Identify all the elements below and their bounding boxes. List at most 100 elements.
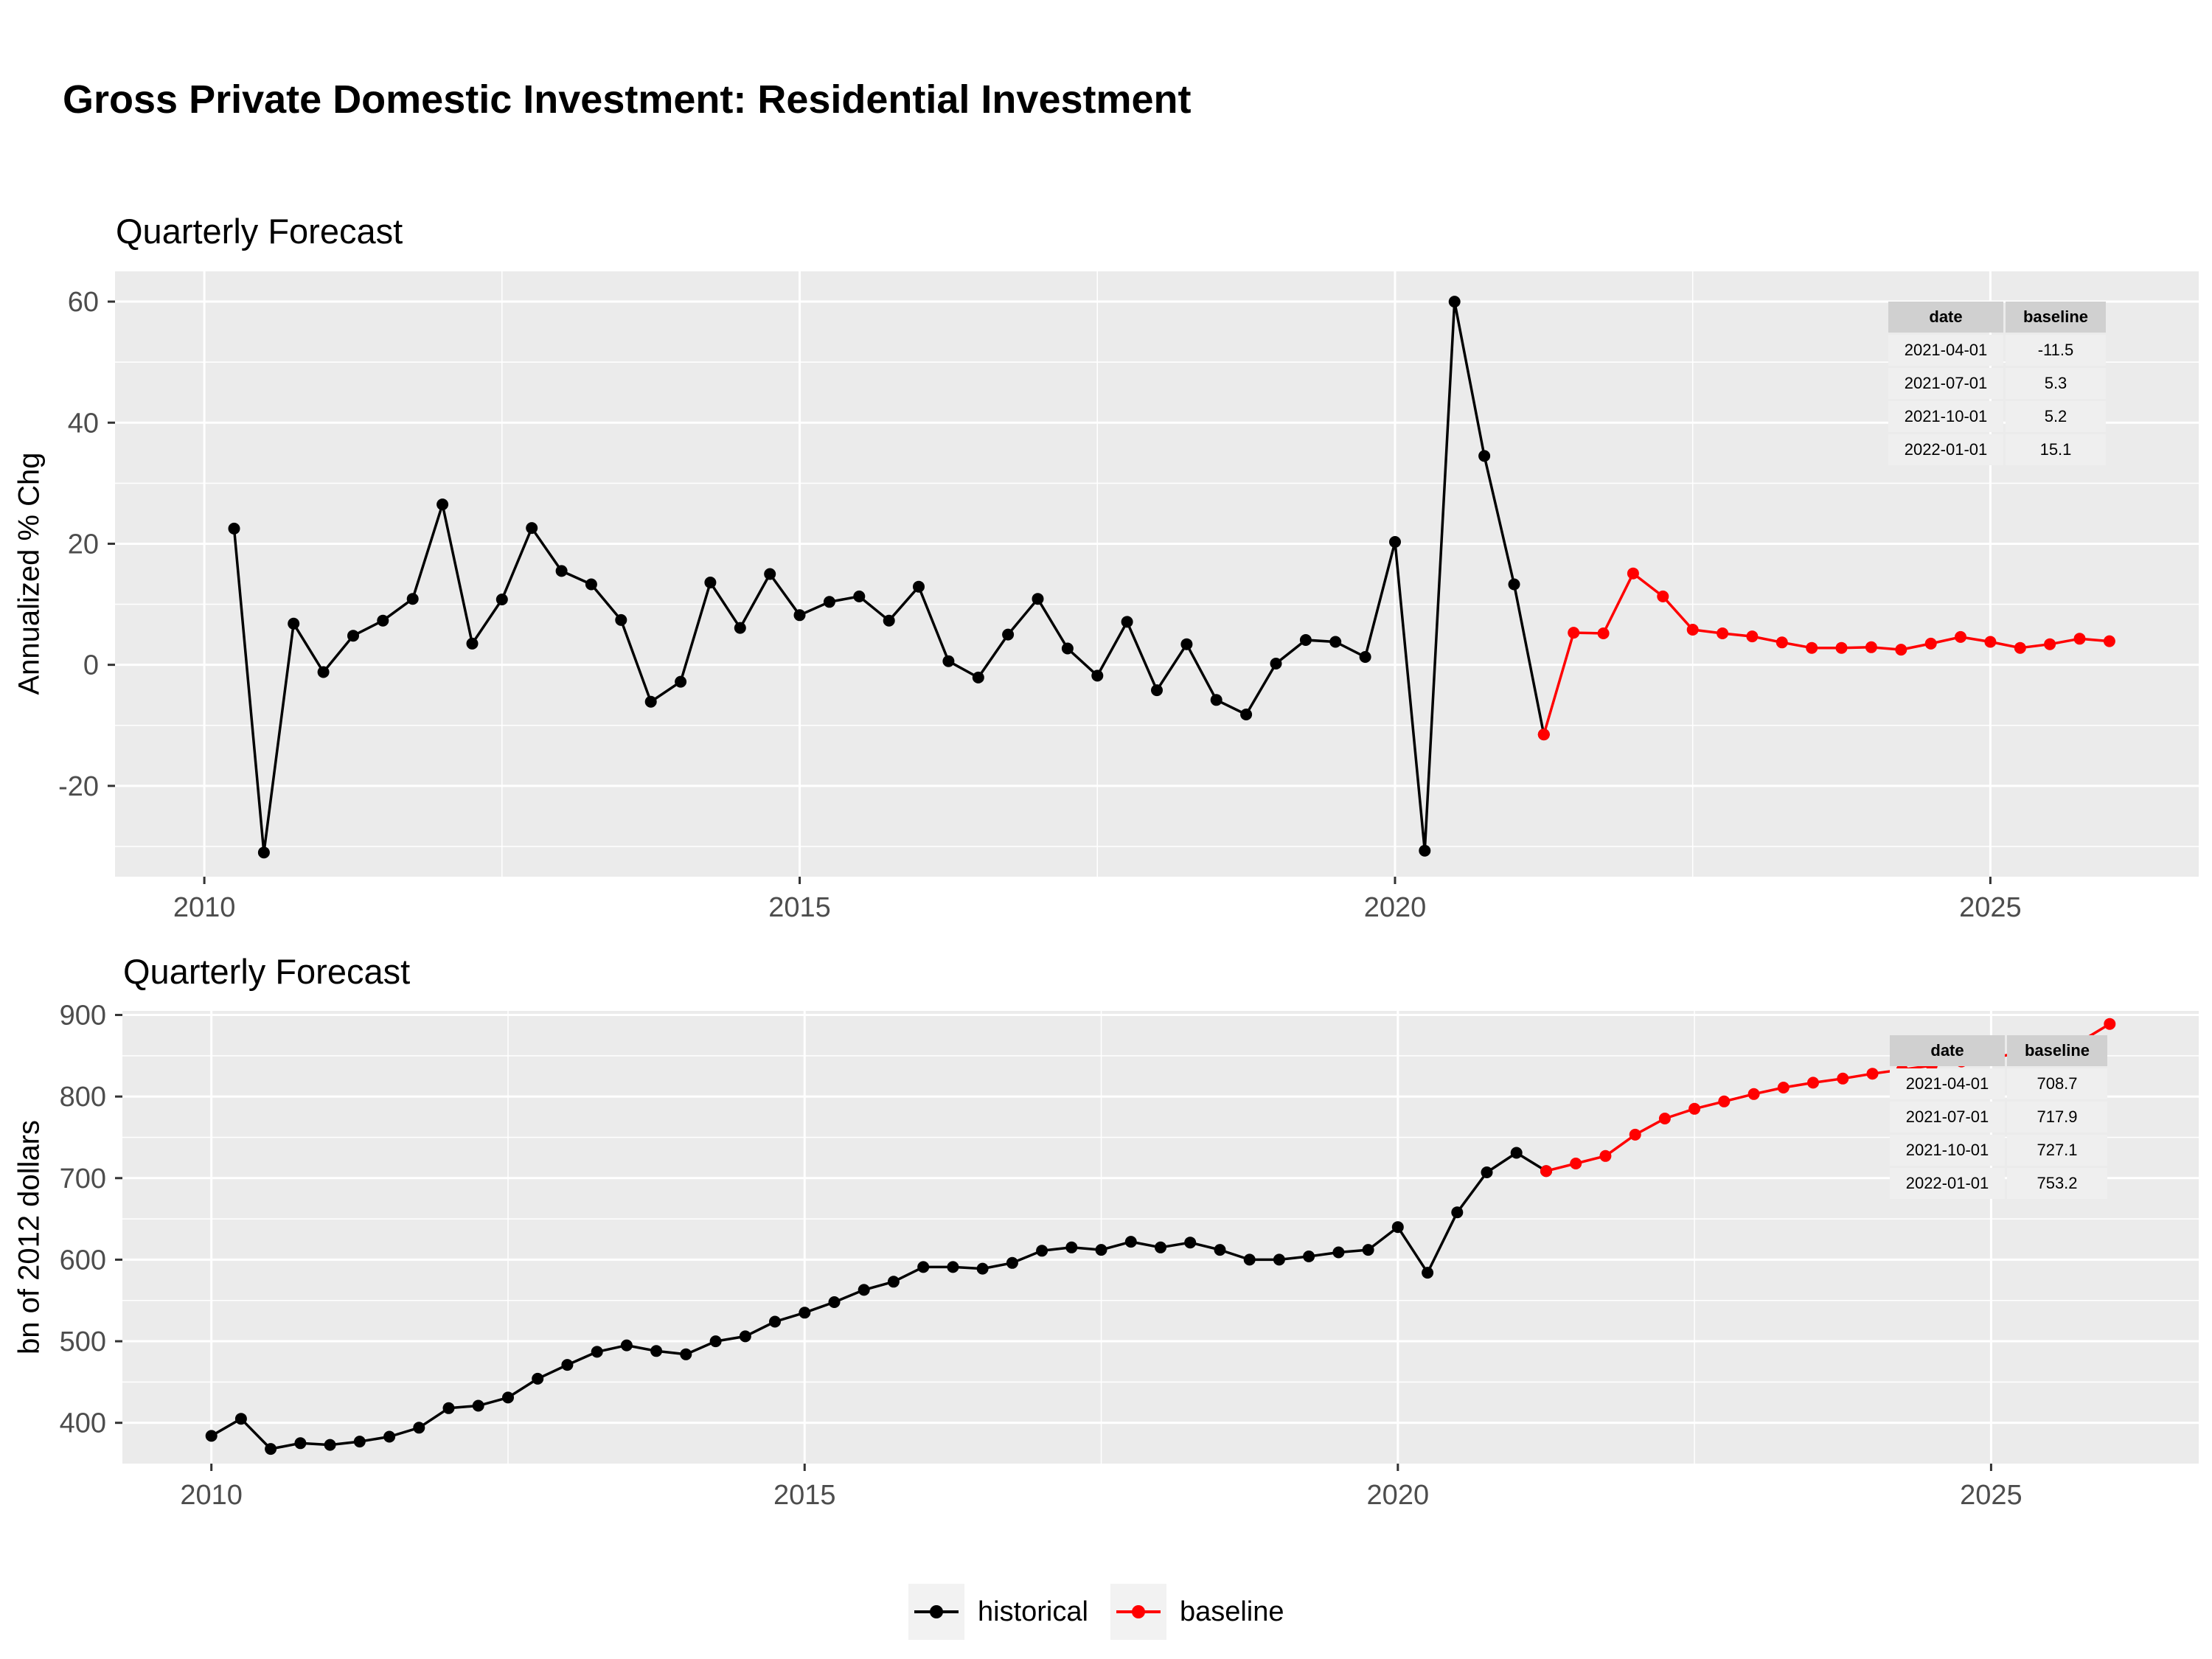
panel1-data-point-historical	[615, 613, 627, 626]
panel2-data-point-baseline	[1629, 1128, 1641, 1141]
panel1-y-axis-title: Annualized % Chg	[13, 452, 46, 695]
panel1-subtitle: Quarterly Forecast	[116, 212, 403, 251]
legend-item-historical: historical	[908, 1584, 1088, 1640]
panel1-data-point-historical	[347, 630, 359, 642]
panel1-data-point-historical	[793, 609, 806, 622]
panel1-data-point-historical	[734, 622, 746, 634]
legend-label-historical: historical	[978, 1596, 1088, 1627]
panel2-data-point-historical	[294, 1437, 307, 1450]
panel1-data-point-historical	[1002, 628, 1015, 641]
panel2-subtitle: Quarterly Forecast	[123, 952, 411, 991]
panel2-data-point-historical	[917, 1261, 930, 1273]
panel1-data-point-baseline	[1568, 627, 1580, 639]
panel2-data-point-historical	[709, 1335, 722, 1348]
table-cell: 2021-07-01	[1890, 1102, 2005, 1133]
table-cell: 2021-10-01	[1888, 401, 2003, 432]
panel1-data-point-historical	[972, 671, 984, 684]
panel2-data-point-historical	[324, 1439, 336, 1451]
panel1-data-point-historical	[823, 596, 835, 608]
panel2-data-point-historical	[769, 1315, 781, 1328]
panel2-data-point-baseline	[1570, 1158, 1582, 1169]
panel2-data-point-historical	[1422, 1267, 1434, 1279]
table-row: 2021-04-01 -11.5	[1888, 335, 2106, 366]
panel2-data-point-historical	[1184, 1237, 1197, 1249]
panel2-data-point-historical	[858, 1284, 870, 1296]
panel1-data-point-baseline	[1806, 641, 1818, 654]
panel1-data-point-historical	[764, 568, 776, 580]
panel1-data-point-historical	[585, 578, 597, 591]
panel1-x-tick-label: 2020	[1364, 892, 1427, 923]
panel1-data-point-historical	[495, 594, 508, 605]
panel2-data-point-baseline	[1837, 1072, 1849, 1085]
panel2-series-line-historical	[210, 1151, 1547, 1450]
panel2-y-tick-label: 500	[60, 1326, 106, 1357]
panel1-data-point-historical	[1151, 684, 1163, 697]
table-row: 2021-07-01 717.9	[1890, 1102, 2107, 1133]
table-header: baseline	[2007, 1035, 2107, 1066]
panel2-data-point-baseline	[1688, 1102, 1701, 1115]
panel2-data-point-historical	[1391, 1221, 1404, 1234]
panel1-data-point-historical	[675, 675, 687, 688]
panel1-data-point-historical	[377, 614, 389, 627]
panel2-data-point-historical	[1036, 1245, 1048, 1257]
panel2-data-point-historical	[976, 1262, 989, 1275]
panel1-data-point-baseline	[1924, 637, 1937, 650]
panel1-data-point-historical	[704, 577, 717, 588]
panel2-data-point-historical	[828, 1296, 841, 1308]
panel1-x-tick-label: 2010	[173, 892, 236, 923]
panel2-data-point-historical	[413, 1422, 425, 1434]
panel1-panel-background	[115, 271, 2199, 877]
panel1-data-point-historical	[1180, 638, 1193, 650]
legend-item-baseline: baseline	[1110, 1584, 1284, 1640]
panel2-data-point-baseline	[1777, 1082, 1790, 1093]
panel1-data-point-historical	[1091, 669, 1104, 682]
panel2-y-tick-label: 800	[60, 1082, 106, 1113]
panel2-data-point-historical	[532, 1372, 544, 1385]
panel1-data-point-baseline	[1984, 636, 1997, 648]
table-header: date	[1890, 1035, 2005, 1066]
panel2-data-point-historical	[472, 1399, 484, 1412]
table-row: 2021-10-01 727.1	[1890, 1135, 2107, 1166]
panel1-data-point-historical	[1359, 651, 1371, 663]
panel1-data-point-baseline	[1686, 624, 1699, 636]
table-cell: 717.9	[2007, 1102, 2107, 1133]
panel2-data-point-historical	[1124, 1236, 1137, 1248]
panel2-data-point-historical	[1510, 1147, 1523, 1159]
panel2-data-point-historical	[353, 1436, 366, 1448]
panel1-data-point-baseline	[2073, 633, 2086, 645]
table-cell: 2022-01-01	[1888, 434, 2003, 465]
panel1-data-point-historical	[466, 637, 479, 650]
legend-key-historical	[908, 1584, 964, 1640]
panel1-data-point-baseline	[1835, 641, 1848, 654]
panel1-y-tick-label: 0	[83, 650, 99, 681]
panel1-data-point-historical	[317, 666, 330, 678]
table-cell: 708.7	[2007, 1068, 2107, 1099]
table-header: baseline	[2006, 302, 2106, 333]
panel1-data-point-historical	[1508, 578, 1520, 591]
panel1-data-point-historical	[406, 593, 419, 605]
legend-label-baseline: baseline	[1179, 1596, 1284, 1627]
panel2-data-point-historical	[502, 1391, 514, 1404]
panel1-data-point-baseline	[1597, 627, 1610, 639]
panel1-y-tick-label: 60	[68, 287, 99, 318]
panel2-data-point-historical	[205, 1430, 218, 1442]
table-cell: 2021-04-01	[1890, 1068, 2005, 1099]
panel2-data-point-historical	[887, 1276, 900, 1288]
panel1-y-tick-label: 20	[68, 529, 99, 560]
panel2-data-point-historical	[1451, 1206, 1464, 1219]
panel2-x-tick-label: 2025	[1960, 1480, 2023, 1511]
table-row: 2021-04-01 708.7	[1890, 1068, 2107, 1099]
panel1-data-point-historical	[1329, 636, 1342, 648]
panel2-data-point-historical	[1362, 1244, 1374, 1256]
table-cell: -11.5	[2006, 335, 2106, 366]
table-row: 2021-10-01 5.2	[1888, 401, 2106, 432]
panel1-data-point-historical	[1240, 709, 1253, 720]
panel1-data-point-baseline	[2103, 635, 2115, 647]
panel1-data-point-baseline	[2014, 641, 2026, 654]
table-cell: 15.1	[2006, 434, 2106, 465]
panel2-data-point-historical	[739, 1330, 751, 1343]
panel1-data-point-baseline	[1627, 567, 1639, 580]
panel1-data-point-historical	[644, 695, 657, 708]
table-cell: 2021-04-01	[1888, 335, 2003, 366]
